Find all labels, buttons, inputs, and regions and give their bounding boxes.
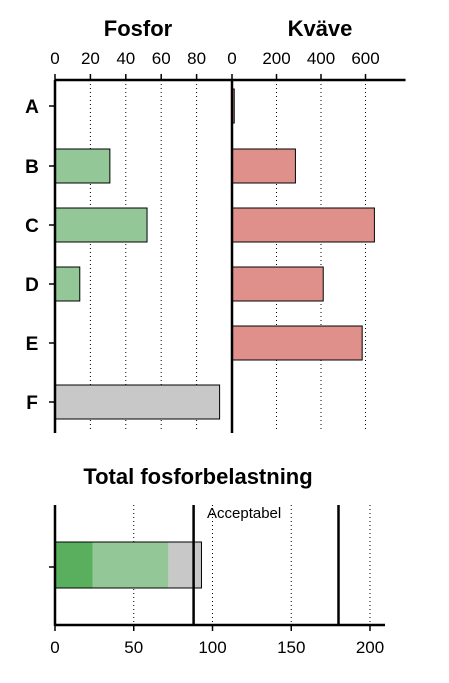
category-label: D [25, 275, 39, 296]
kvave-bar [231, 148, 296, 184]
fosfor-bar [54, 148, 111, 184]
total-tick-label: 0 [50, 638, 59, 657]
total-tick-label: 200 [356, 638, 384, 657]
fosfor-tick-label: 20 [81, 49, 100, 68]
total-tick-label: 150 [277, 638, 305, 657]
category-label: B [25, 157, 39, 178]
kvave-tick-label: 200 [262, 49, 290, 68]
total-tick-label: 50 [124, 638, 143, 657]
kvave-bar [231, 266, 324, 302]
category-label: F [26, 393, 38, 414]
category-label: C [25, 216, 39, 237]
kvave-tick-label: 600 [351, 49, 379, 68]
total-tick-label: 100 [198, 638, 226, 657]
kvave-panel: 0 200 400 600 [227, 49, 406, 433]
category-label: A [25, 97, 39, 118]
fosfor-title: Fosfor [104, 16, 173, 41]
category-label: E [26, 334, 39, 355]
fosfor-bar [54, 384, 221, 420]
kvave-tick-label: 0 [227, 49, 236, 68]
total-bar-segment [92, 542, 169, 588]
kvave-tick-label: 400 [307, 49, 335, 68]
kvave-bar [231, 325, 363, 361]
total-panel: 0 50 100 150 200 [49, 505, 385, 657]
kvave-title: Kväve [288, 16, 353, 41]
fosfor-panel: 0 20 40 60 80 A B C D E F [25, 49, 232, 433]
fosfor-tick-label: 80 [187, 49, 206, 68]
fosfor-tick-label: 60 [152, 49, 171, 68]
acceptabel-annotation: Acceptabel [207, 505, 281, 522]
total-bar-segment [55, 542, 93, 588]
fosfor-bar [54, 266, 81, 302]
total-title: Total fosforbelastning [83, 464, 312, 489]
fosfor-bar [54, 207, 148, 243]
kvave-bar [231, 207, 375, 243]
fosfor-tick-label: 40 [116, 49, 135, 68]
total-bar-segment [168, 542, 202, 588]
fosfor-tick-label: 0 [50, 49, 59, 68]
